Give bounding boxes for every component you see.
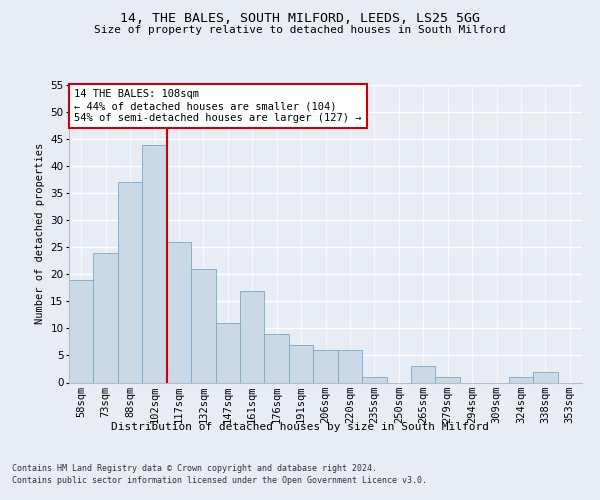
Bar — [533, 372, 557, 382]
Bar — [142, 144, 167, 382]
Bar — [265, 334, 289, 382]
Bar — [191, 269, 215, 382]
Bar — [94, 252, 118, 382]
Bar — [411, 366, 436, 382]
Bar — [289, 344, 313, 383]
Bar — [362, 377, 386, 382]
Bar — [167, 242, 191, 382]
Text: Size of property relative to detached houses in South Milford: Size of property relative to detached ho… — [94, 25, 506, 35]
Bar — [509, 377, 533, 382]
Text: 14, THE BALES, SOUTH MILFORD, LEEDS, LS25 5GG: 14, THE BALES, SOUTH MILFORD, LEEDS, LS2… — [120, 12, 480, 26]
Bar — [69, 280, 94, 382]
Bar — [313, 350, 338, 382]
Bar — [118, 182, 142, 382]
Text: Contains HM Land Registry data © Crown copyright and database right 2024.: Contains HM Land Registry data © Crown c… — [12, 464, 377, 473]
Y-axis label: Number of detached properties: Number of detached properties — [35, 143, 44, 324]
Text: Contains public sector information licensed under the Open Government Licence v3: Contains public sector information licen… — [12, 476, 427, 485]
Bar — [338, 350, 362, 382]
Text: 14 THE BALES: 108sqm
← 44% of detached houses are smaller (104)
54% of semi-deta: 14 THE BALES: 108sqm ← 44% of detached h… — [74, 90, 362, 122]
Bar — [436, 377, 460, 382]
Text: Distribution of detached houses by size in South Milford: Distribution of detached houses by size … — [111, 422, 489, 432]
Bar — [215, 323, 240, 382]
Bar — [240, 290, 265, 382]
